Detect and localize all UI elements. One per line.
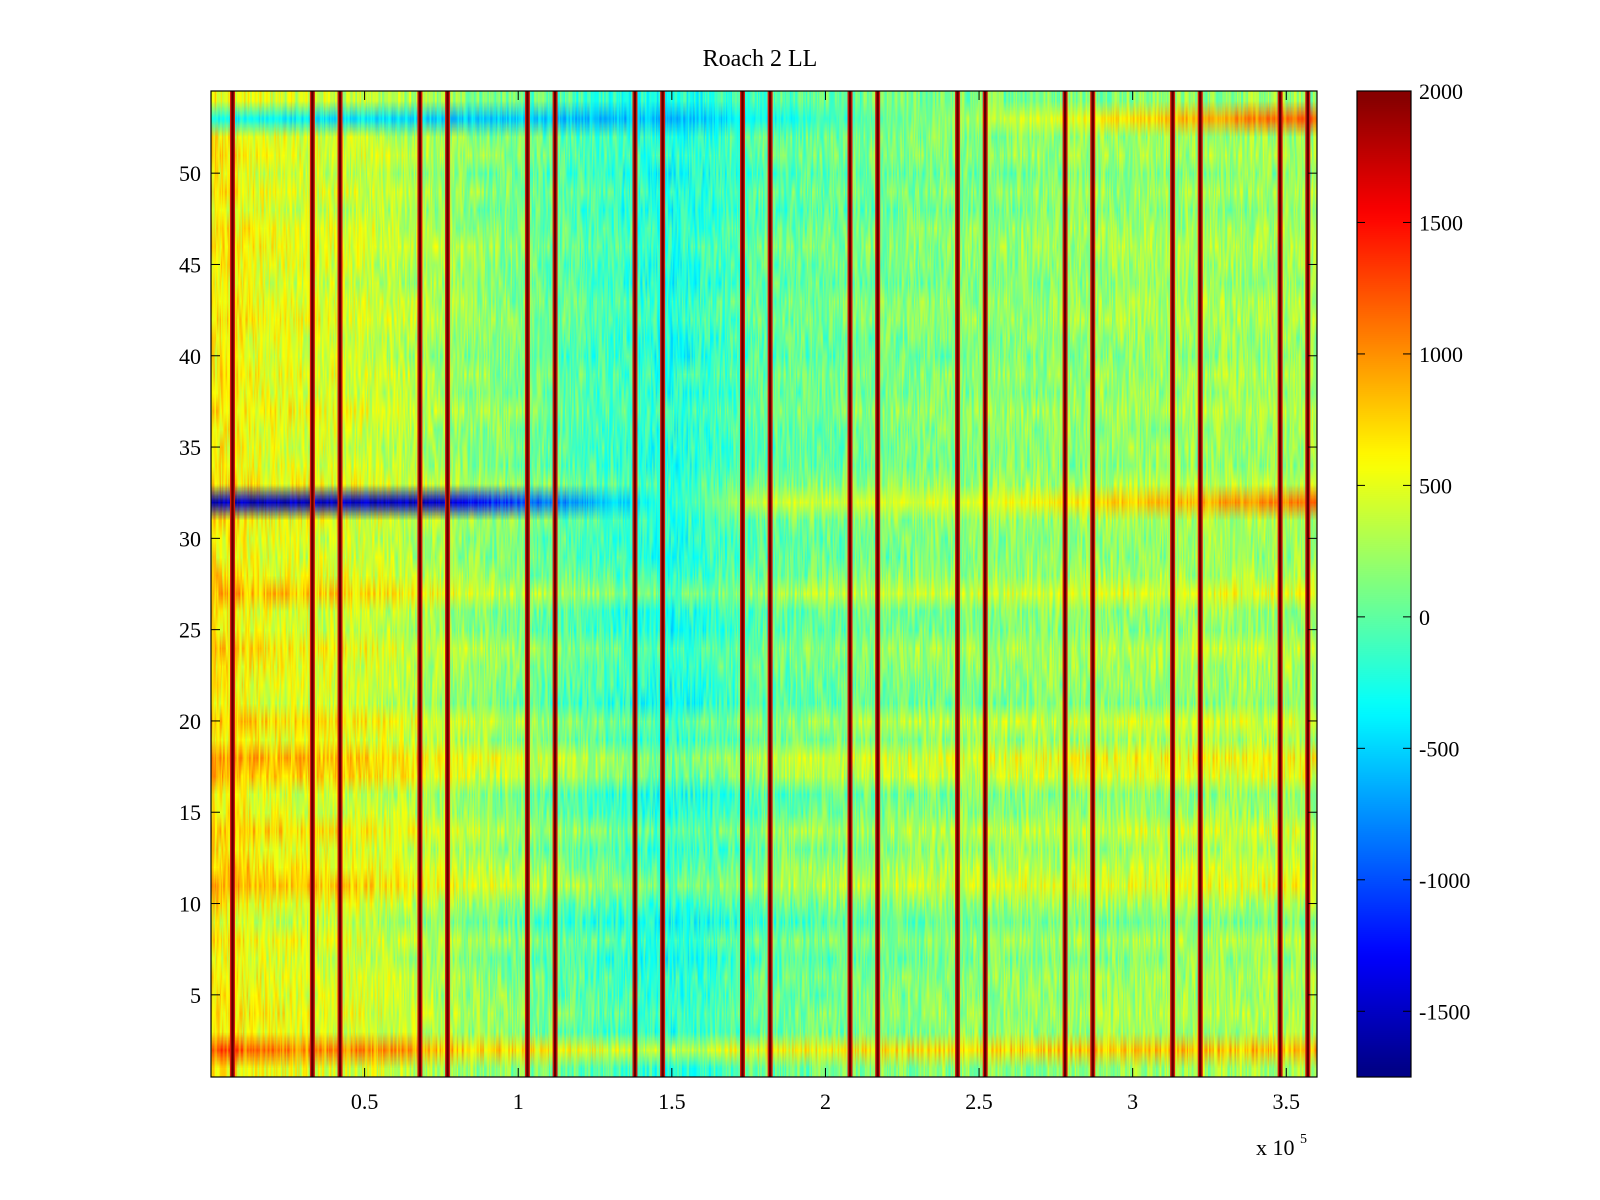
- dark-line-20: [1306, 91, 1309, 1077]
- heatmap-plot: [210, 90, 1318, 1078]
- x-tick-label-3: 2: [820, 1089, 831, 1114]
- dark-line-10: [768, 91, 772, 1077]
- dark-line-6: [553, 91, 557, 1077]
- colorbar-gradient: [1357, 91, 1411, 1077]
- y-tick-label-5: 30: [179, 526, 201, 551]
- dark-line-12: [876, 91, 879, 1077]
- x-tick-label-1: 1: [513, 1089, 524, 1114]
- y-tick-label-0: 5: [190, 983, 201, 1008]
- heatmap-cells: [211, 91, 1317, 1077]
- dark-line-11: [848, 91, 852, 1077]
- colorbar-frame: [1356, 90, 1412, 1078]
- x-tick-label-4: 2.5: [965, 1089, 993, 1114]
- x-tick-label-5: 3: [1127, 1089, 1138, 1114]
- dark-line-4: [446, 91, 449, 1077]
- y-tick-label-9: 50: [179, 161, 201, 186]
- dark-vertical-lines: [230, 91, 1311, 1077]
- dark-line-3: [418, 91, 422, 1077]
- y-tick-label-7: 40: [179, 344, 201, 369]
- x-axis: 0.5 1 1.5 2 2.5 3 3.5: [351, 91, 1300, 1114]
- dark-line-17: [1171, 91, 1174, 1077]
- dark-line-8: [661, 91, 664, 1077]
- dark-line-19: [1278, 91, 1282, 1077]
- y-tick-label-6: 35: [179, 435, 201, 460]
- dark-line-16: [1091, 91, 1094, 1077]
- cbar-tick-label-4: 0: [1419, 605, 1430, 630]
- y-tick-label-1: 10: [179, 892, 201, 917]
- y-tick-label-3: 20: [179, 709, 201, 734]
- x-exponent-label: x 10 5: [1256, 1132, 1307, 1160]
- dark-line-1: [311, 91, 314, 1077]
- cbar-tick-label-7: -1500: [1419, 999, 1470, 1024]
- x-exponent-power: 5: [1300, 1132, 1307, 1147]
- cbar-tick-label-3: 500: [1419, 473, 1452, 498]
- cbar-tick-label-0: 2000: [1419, 79, 1463, 104]
- dark-line-15: [1063, 91, 1067, 1077]
- y-tick-label-4: 25: [179, 618, 201, 643]
- dark-line-0: [231, 91, 234, 1077]
- chart-title: Roach 2 LL: [703, 46, 818, 72]
- y-axis: 5 10 15 20 25 30 35 40 45 50: [179, 161, 1317, 1008]
- dark-line-18: [1199, 91, 1202, 1077]
- x-tick-label-0: 0.5: [351, 1089, 379, 1114]
- x-tick-label-2: 1.5: [658, 1089, 686, 1114]
- x-exponent-base: x 10: [1256, 1135, 1295, 1160]
- dark-line-9: [741, 91, 744, 1077]
- dark-line-5: [526, 91, 529, 1077]
- cbar-tick-label-6: -1000: [1419, 868, 1470, 893]
- dark-line-2: [338, 91, 342, 1077]
- x-tick-label-6: 3.5: [1273, 1089, 1301, 1114]
- y-tick-label-8: 45: [179, 252, 201, 277]
- colorbar: 2000 1500 1000 500 0 -500 -1000 -1500: [1356, 79, 1470, 1078]
- cbar-tick-label-2: 1000: [1419, 342, 1463, 367]
- plot-frame: [210, 90, 1318, 1078]
- cbar-tick-label-1: 1500: [1419, 210, 1463, 235]
- colorbar-ticks: 2000 1500 1000 500 0 -500 -1000 -1500: [1357, 79, 1470, 1024]
- dark-line-13: [956, 91, 959, 1077]
- y-tick-label-2: 15: [179, 800, 201, 825]
- dark-line-14: [984, 91, 987, 1077]
- cbar-tick-label-5: -500: [1419, 736, 1459, 761]
- dark-line-7: [633, 91, 637, 1077]
